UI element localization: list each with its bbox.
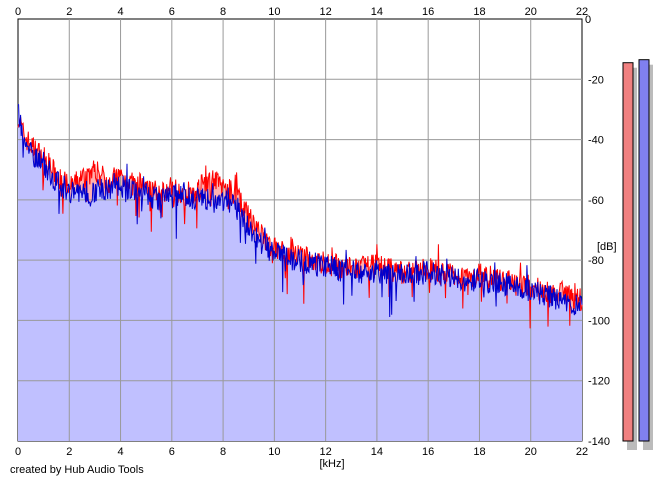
x-tick-label-bottom: 20 (525, 446, 537, 458)
x-tick-label-top: 18 (473, 6, 485, 18)
x-tick-label-top: 22 (576, 6, 588, 18)
x-tick-label-bottom: 22 (576, 446, 588, 458)
y-axis-top-label: 0 (585, 14, 591, 26)
x-tick-label-top: 0 (15, 6, 21, 18)
x-tick-label-bottom: 16 (422, 446, 434, 458)
x-tick-label-top: 14 (371, 6, 383, 18)
x-tick-label-top: 20 (525, 6, 537, 18)
y-tick-label: -100 (588, 315, 610, 327)
x-tick-label-bottom: 0 (15, 446, 21, 458)
x-tick-label-top: 16 (422, 6, 434, 18)
x-tick-label-bottom: 2 (66, 446, 72, 458)
x-tick-label-bottom: 12 (320, 446, 332, 458)
x-tick-label-bottom: 10 (268, 446, 280, 458)
y-tick-label: -60 (588, 195, 604, 207)
x-tick-label-top: 10 (268, 6, 280, 18)
credit-text: created by Hub Audio Tools (10, 464, 144, 476)
x-axis-label: [kHz] (319, 458, 344, 470)
y-axis-label: [dB] (597, 241, 617, 253)
area-right (18, 104, 582, 442)
x-tick-label-bottom: 14 (371, 446, 383, 458)
spectrum-lines (17, 103, 583, 329)
level-meter-right (638, 59, 650, 442)
y-tick-label: -140 (588, 436, 610, 448)
series-line-right (17, 103, 583, 318)
x-tick-label-top: 6 (169, 6, 175, 18)
level-meter-left (622, 62, 634, 442)
x-tick-label-bottom: 18 (473, 446, 485, 458)
x-tick-label-top: 4 (117, 6, 123, 18)
y-tick-label: -120 (588, 376, 610, 388)
level-meters (622, 59, 653, 450)
x-tick-label-bottom: 6 (169, 446, 175, 458)
x-tick-label-top: 8 (220, 6, 226, 18)
x-tick-label-bottom: 4 (117, 446, 123, 458)
y-tick-labels: -20 -40 -60 -80 -100 -120 -140 (588, 74, 610, 448)
x-tick-label-bottom: 8 (220, 446, 226, 458)
x-tick-label-top: 12 (320, 6, 332, 18)
y-tick-label: -20 (588, 74, 604, 86)
grid-lines (18, 19, 582, 441)
x-tick-label-top: 2 (66, 6, 72, 18)
y-tick-label: -40 (588, 135, 604, 147)
y-tick-label: -80 (588, 255, 604, 267)
